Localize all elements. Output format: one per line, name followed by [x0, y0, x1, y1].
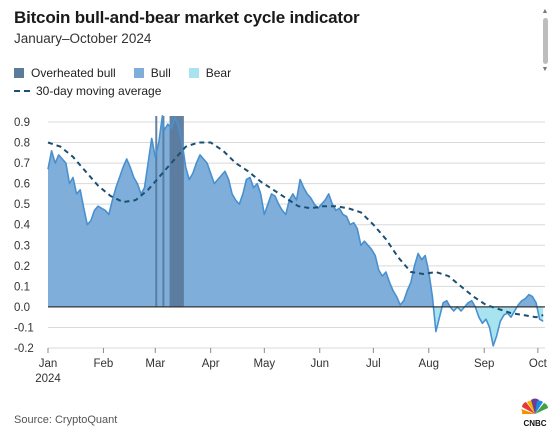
legend-item-bear: Bear — [188, 66, 232, 80]
y-tick-label: 0.1 — [14, 281, 30, 293]
legend-label-bull: Bull — [150, 66, 171, 80]
y-tick-label: 0.4 — [14, 220, 31, 232]
peacock-icon: CNBC — [521, 398, 548, 428]
chart-subtitle: January–October 2024 — [14, 31, 152, 46]
legend-label-overheated-bull: Overheated bull — [31, 66, 116, 80]
x-tick-label: May — [253, 358, 275, 370]
logo-feather-green — [535, 403, 548, 414]
overheated-bull-band — [169, 116, 184, 307]
y-tick-label: 0.2 — [14, 261, 30, 273]
y-tick-label: 0.7 — [14, 158, 30, 170]
x-tick-label: Mar — [145, 358, 165, 370]
y-tick-label: 0.5 — [14, 199, 30, 211]
bear-area — [433, 306, 544, 346]
logo-text: CNBC — [523, 419, 546, 428]
overheated-bull-band — [162, 116, 165, 307]
y-tick-label: 0.3 — [14, 240, 30, 252]
legend-swatch-bear — [188, 68, 199, 78]
x-tick-label: Sep — [474, 358, 494, 370]
legend-item-moving-average: 30-day moving average — [14, 84, 161, 98]
legend-swatch-overheated-bull — [14, 68, 24, 78]
x-tick-sublabel: 2024 — [35, 373, 61, 385]
legend: Overheated bull Bull Bear 30-day moving … — [14, 64, 249, 100]
legend-item-bull: Bull — [133, 66, 171, 80]
logo-feather-orange — [521, 409, 535, 414]
indicator-line — [47, 115, 544, 347]
y-tick-label: 0.6 — [14, 179, 30, 191]
y-tick-label: -0.2 — [14, 343, 34, 355]
x-tick-label: Oct — [529, 358, 548, 370]
legend-dashed-line-icon — [14, 90, 30, 92]
y-tick-label: 0.9 — [14, 117, 30, 129]
overheated-bull-band — [155, 116, 158, 307]
x-tick-label: Apr — [202, 358, 220, 370]
bull-area — [48, 115, 544, 307]
legend-label-moving-average: 30-day moving average — [36, 84, 162, 98]
source-note: Source: CryptoQuant — [14, 414, 118, 426]
legend-label-bear: Bear — [205, 66, 232, 80]
y-tick-label: -0.1 — [14, 322, 34, 334]
x-tick-label: Jan — [39, 358, 58, 370]
scroll-up-arrow-icon[interactable]: ▲ — [541, 8, 549, 15]
y-tick-label: 0.8 — [14, 138, 30, 150]
logo-feather-blue — [535, 400, 543, 414]
scroll-thumb[interactable] — [542, 18, 548, 64]
x-tick-label: Jun — [310, 358, 329, 370]
x-tick-label: Jul — [366, 358, 381, 370]
x-tick-label: Feb — [94, 358, 114, 370]
legend-item-overheated-bull: Overheated bull — [14, 66, 116, 80]
x-tick-label: Aug — [419, 358, 439, 370]
chart-title: Bitcoin bull-and-bear market cycle indic… — [14, 8, 360, 27]
scrollbar[interactable]: ▲ ▼ — [540, 8, 550, 96]
moving-average-line — [47, 141, 544, 319]
scroll-down-arrow-icon[interactable]: ▼ — [541, 66, 549, 73]
logo-feather-red — [522, 402, 535, 414]
y-tick-label: 0.0 — [14, 302, 30, 314]
legend-swatch-bull — [133, 68, 144, 78]
